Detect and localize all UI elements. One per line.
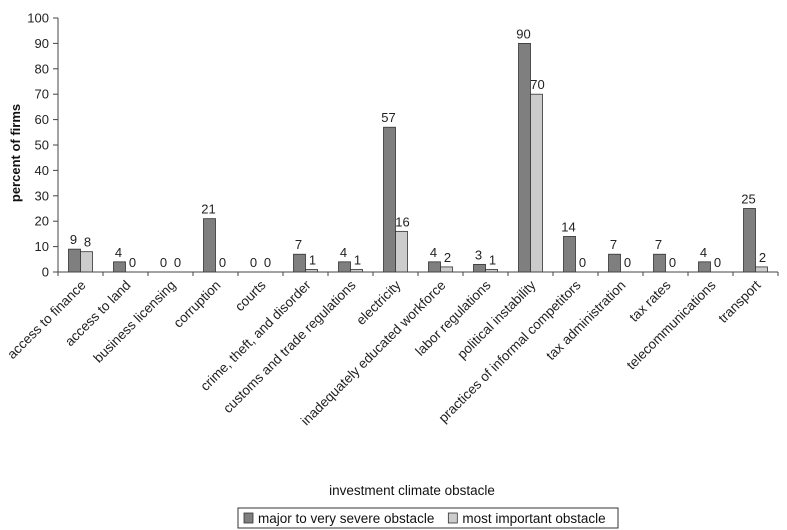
y-tick-label: 10 <box>35 239 49 254</box>
data-label: 0 <box>669 255 676 270</box>
data-label: 0 <box>129 255 136 270</box>
bar-most-important-obstacle <box>755 266 768 273</box>
bars <box>68 43 768 273</box>
legend-label: major to very severe obstacle <box>258 511 434 526</box>
bar-major-obstacle <box>563 236 576 273</box>
y-tick-label: 90 <box>35 36 49 51</box>
data-label: 8 <box>84 235 91 250</box>
bar-most-important-obstacle <box>80 251 93 273</box>
data-label: 4 <box>115 245 122 260</box>
category-label: tax administration <box>543 278 628 363</box>
data-label: 0 <box>714 255 721 270</box>
bar-major-obstacle <box>653 253 666 273</box>
data-label: 0 <box>624 255 631 270</box>
bar-major-obstacle <box>68 248 81 273</box>
y-tick-label: 0 <box>42 265 49 280</box>
legend-swatch <box>447 512 458 524</box>
bar-major-obstacle <box>383 126 396 273</box>
data-label: 0 <box>160 255 167 270</box>
data-label: 0 <box>219 255 226 270</box>
data-label: 7 <box>295 237 302 252</box>
bar-major-obstacle <box>113 261 126 273</box>
data-label: 21 <box>201 202 215 217</box>
data-label: 1 <box>354 252 361 267</box>
category-label: business licensing <box>91 278 179 366</box>
y-tick-label: 50 <box>35 138 49 153</box>
y-tick-label: 80 <box>35 61 49 76</box>
data-label: 16 <box>395 214 409 229</box>
data-label: 1 <box>489 252 496 267</box>
category-label: access to finance <box>4 278 88 362</box>
y-tick-label: 100 <box>27 11 49 26</box>
bar-major-obstacle <box>608 253 621 273</box>
data-label: 57 <box>381 110 395 125</box>
bar-most-important-obstacle <box>395 230 408 273</box>
category-label: corruption <box>171 278 224 331</box>
legend-box <box>237 507 619 529</box>
data-label: 0 <box>250 255 257 270</box>
data-label: 4 <box>430 245 437 260</box>
category-label: telecommunications <box>624 277 719 372</box>
bar-major-obstacle <box>473 263 486 273</box>
data-label: 9 <box>70 232 77 247</box>
y-tick-label: 30 <box>35 188 49 203</box>
data-label: 14 <box>561 219 575 234</box>
bar-major-obstacle <box>428 261 441 273</box>
data-label: 4 <box>700 245 707 260</box>
data-label: 7 <box>610 237 617 252</box>
legend-label: most important obstacle <box>462 511 605 526</box>
data-label: 25 <box>741 192 755 207</box>
category-label: political instability <box>454 277 539 362</box>
data-label: 0 <box>174 255 181 270</box>
category-label: transport <box>715 277 763 325</box>
x-axis-title: investment climate obstacle <box>329 483 495 498</box>
data-label: 0 <box>264 255 271 270</box>
legend-swatch <box>243 512 254 524</box>
data-label: 1 <box>309 252 316 267</box>
y-tick-label: 70 <box>35 87 49 102</box>
bar-major-obstacle <box>743 208 756 273</box>
bar-most-important-obstacle <box>440 266 453 273</box>
data-label: 90 <box>516 26 530 41</box>
bar-most-important-obstacle <box>530 93 543 273</box>
data-label: 2 <box>759 250 766 265</box>
bar-major-obstacle <box>293 253 306 273</box>
legend: major to very severe obstacle most import… <box>237 507 619 529</box>
bar-major-obstacle <box>698 261 711 273</box>
data-label: 2 <box>444 250 451 265</box>
bar-major-obstacle <box>338 261 351 273</box>
y-tick-label: 40 <box>35 163 49 178</box>
y-tick-label: 60 <box>35 112 49 127</box>
data-label: 0 <box>579 255 586 270</box>
y-axis-title: percent of firms <box>8 104 23 202</box>
bar-major-obstacle <box>203 218 216 273</box>
data-label: 4 <box>340 245 347 260</box>
y-tick-label: 20 <box>35 214 49 229</box>
bar-major-obstacle <box>518 43 531 273</box>
data-label: 3 <box>475 247 482 262</box>
data-label: 7 <box>655 237 662 252</box>
category-label: courts <box>232 277 269 314</box>
data-label: 70 <box>530 77 544 92</box>
